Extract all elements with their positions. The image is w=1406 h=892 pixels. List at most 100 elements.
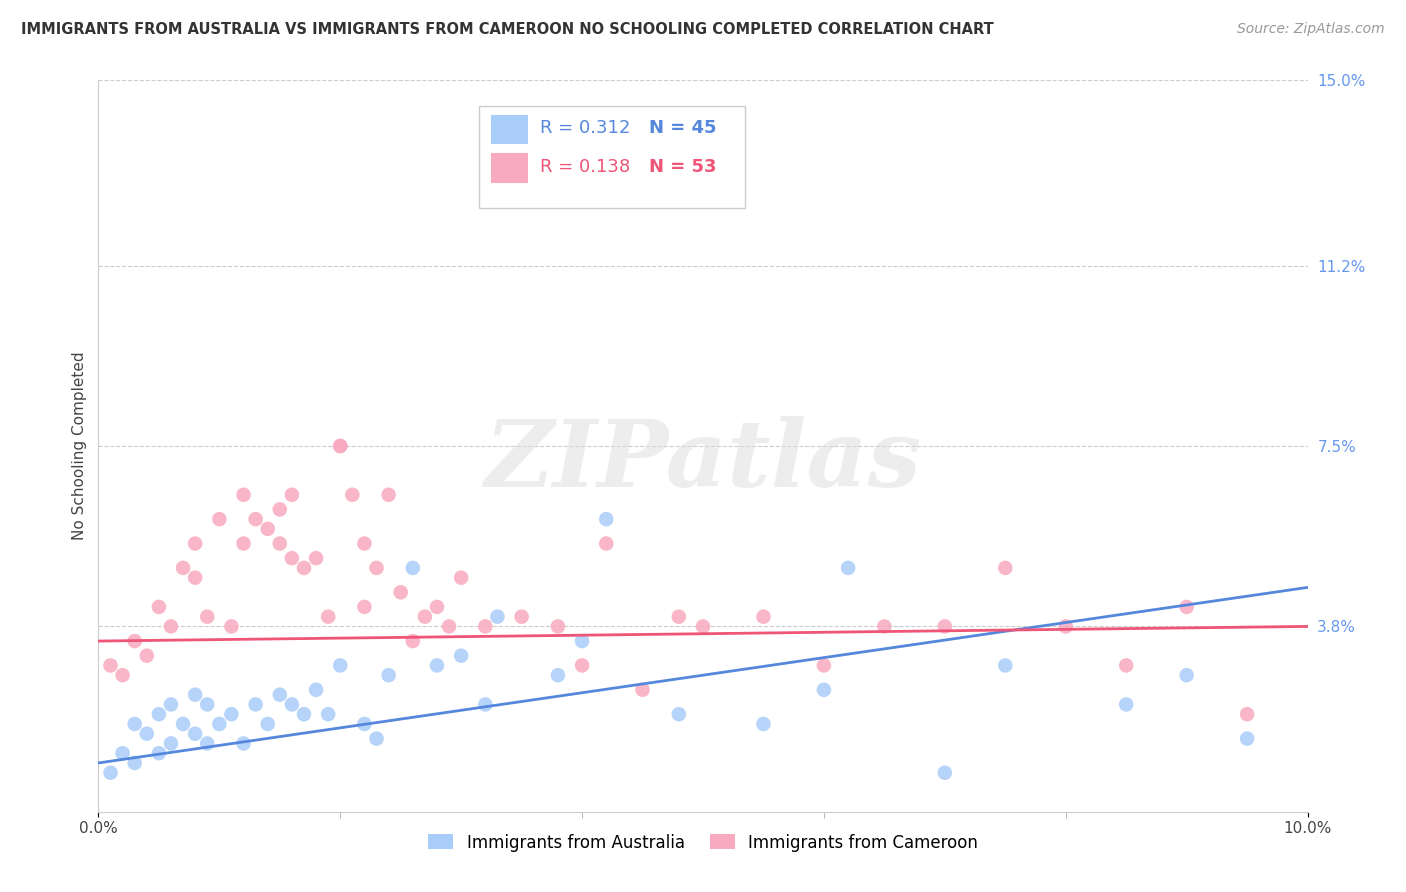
FancyBboxPatch shape <box>492 153 527 183</box>
Point <box>934 765 956 780</box>
Point <box>245 698 267 712</box>
Point <box>571 658 593 673</box>
Point <box>172 561 194 575</box>
Point <box>752 609 775 624</box>
Point <box>1236 731 1258 746</box>
Point <box>124 717 146 731</box>
Point <box>377 488 399 502</box>
Point <box>148 707 170 722</box>
FancyBboxPatch shape <box>492 115 527 144</box>
Point <box>353 599 375 614</box>
Point <box>124 634 146 648</box>
Point <box>813 658 835 673</box>
Point <box>111 668 134 682</box>
Point <box>111 746 134 760</box>
Point <box>353 536 375 550</box>
Text: N = 45: N = 45 <box>648 119 716 136</box>
Point <box>353 717 375 731</box>
Point <box>245 512 267 526</box>
Point <box>329 658 352 673</box>
Point <box>148 599 170 614</box>
Point <box>994 658 1017 673</box>
Point <box>160 698 183 712</box>
Point <box>160 736 183 750</box>
Point <box>1236 707 1258 722</box>
Point <box>281 698 304 712</box>
Point <box>595 536 617 550</box>
Point <box>631 682 654 697</box>
Point <box>413 609 436 624</box>
Point <box>135 648 157 663</box>
Point <box>426 599 449 614</box>
Point <box>100 658 122 673</box>
Point <box>426 658 449 673</box>
Point <box>1175 668 1198 682</box>
Point <box>994 561 1017 575</box>
Point <box>450 571 472 585</box>
Point <box>281 551 304 566</box>
Point <box>668 707 690 722</box>
Text: R = 0.312: R = 0.312 <box>540 119 630 136</box>
Point <box>221 707 243 722</box>
Point <box>1175 599 1198 614</box>
Point <box>402 561 425 575</box>
Point <box>329 439 352 453</box>
Point <box>281 488 304 502</box>
Point <box>208 512 231 526</box>
FancyBboxPatch shape <box>479 106 745 209</box>
Point <box>232 488 254 502</box>
Point <box>402 634 425 648</box>
Point <box>752 717 775 731</box>
Point <box>510 609 533 624</box>
Point <box>377 668 399 682</box>
Point <box>160 619 183 633</box>
Point <box>195 698 218 712</box>
Point <box>342 488 364 502</box>
Point <box>329 439 352 453</box>
Point <box>292 707 315 722</box>
Point <box>474 619 496 633</box>
Point <box>474 698 496 712</box>
Point <box>195 609 218 624</box>
Point <box>1115 698 1137 712</box>
Point <box>221 619 243 633</box>
Point <box>366 561 388 575</box>
Point <box>668 609 690 624</box>
Point <box>135 727 157 741</box>
Point <box>208 717 231 731</box>
Point <box>172 717 194 731</box>
Point <box>232 536 254 550</box>
Point <box>389 585 412 599</box>
Point <box>269 502 291 516</box>
Point <box>813 682 835 697</box>
Point <box>292 561 315 575</box>
Point <box>148 746 170 760</box>
Point <box>547 668 569 682</box>
Point <box>184 727 207 741</box>
Point <box>437 619 460 633</box>
Text: IMMIGRANTS FROM AUSTRALIA VS IMMIGRANTS FROM CAMEROON NO SCHOOLING COMPLETED COR: IMMIGRANTS FROM AUSTRALIA VS IMMIGRANTS … <box>21 22 994 37</box>
Point <box>316 609 339 624</box>
Text: Source: ZipAtlas.com: Source: ZipAtlas.com <box>1237 22 1385 37</box>
Point <box>1054 619 1077 633</box>
Point <box>873 619 896 633</box>
Point <box>547 619 569 633</box>
Point <box>256 522 278 536</box>
Point <box>269 688 291 702</box>
Text: N = 53: N = 53 <box>648 158 716 176</box>
Point <box>450 648 472 663</box>
Y-axis label: No Schooling Completed: No Schooling Completed <box>72 351 87 541</box>
Point <box>595 512 617 526</box>
Point <box>195 736 218 750</box>
Point <box>184 536 207 550</box>
Point <box>934 619 956 633</box>
Point <box>184 688 207 702</box>
Text: ZIPatlas: ZIPatlas <box>485 416 921 506</box>
Point <box>232 736 254 750</box>
Point <box>269 536 291 550</box>
Point <box>256 717 278 731</box>
Point <box>571 634 593 648</box>
Text: R = 0.138: R = 0.138 <box>540 158 630 176</box>
Point <box>837 561 859 575</box>
Point <box>305 551 328 566</box>
